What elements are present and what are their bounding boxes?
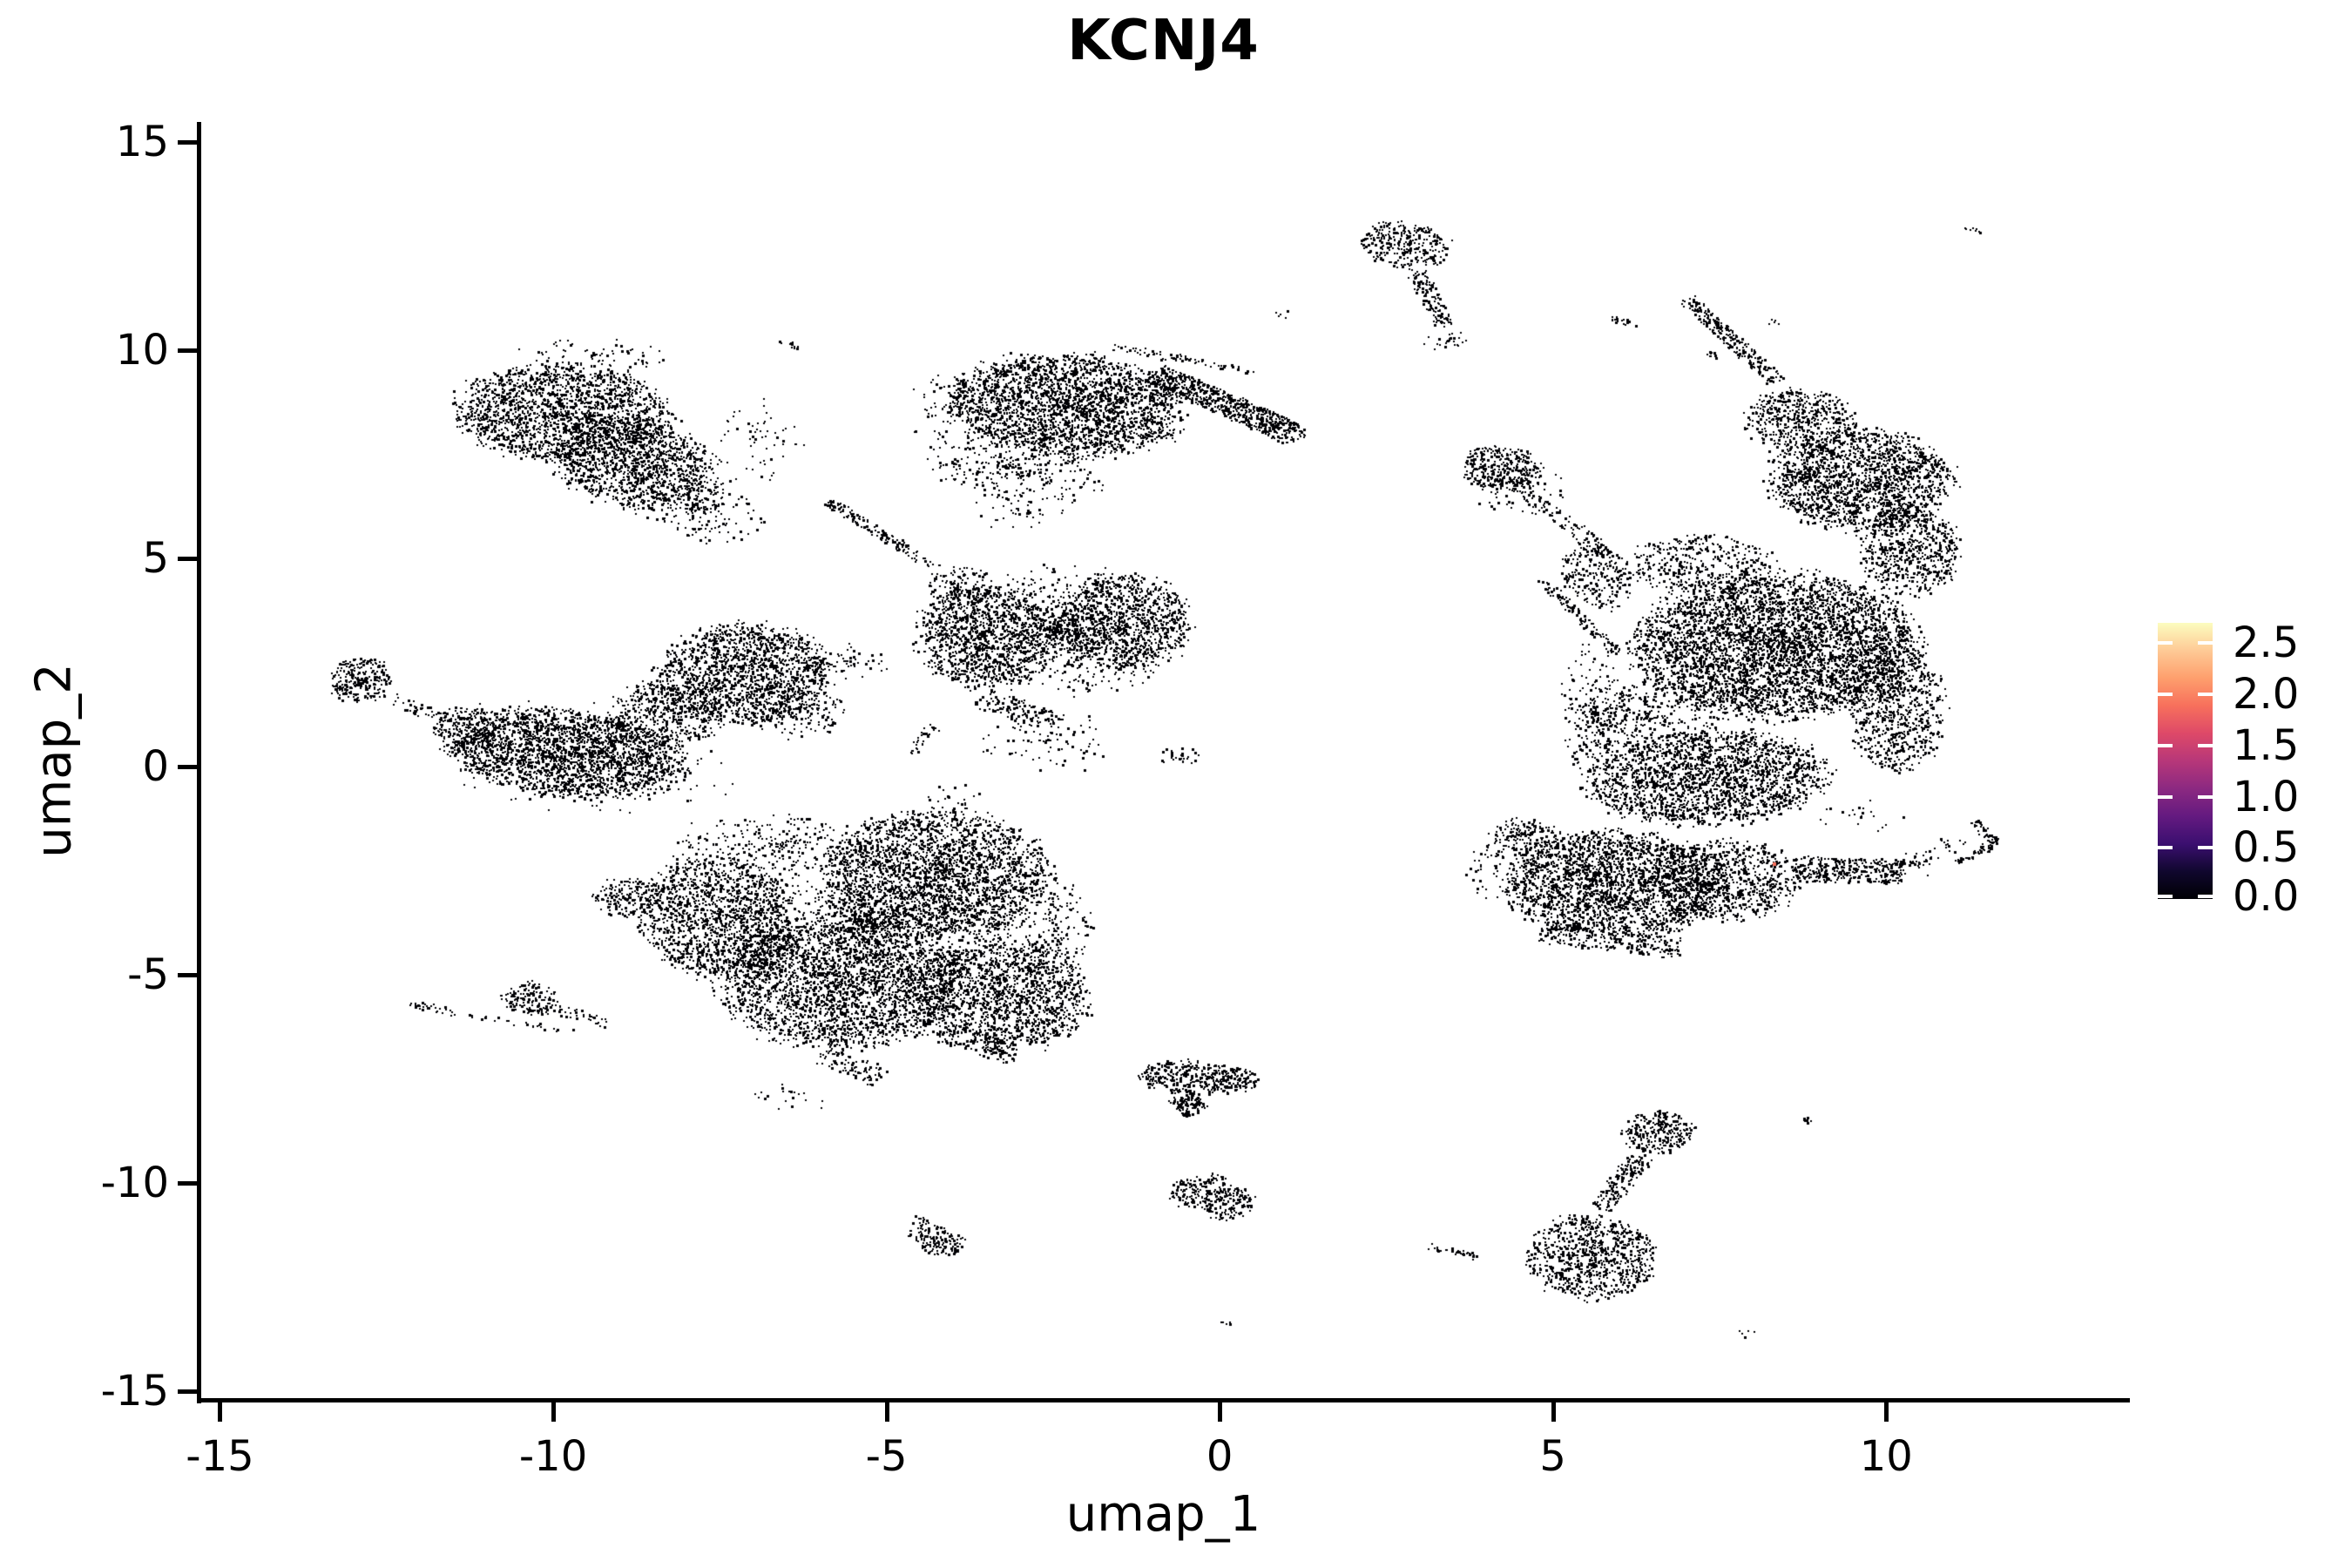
x-tick-mark [1218,1401,1223,1422]
y-tick-mark [178,764,199,769]
y-tick-label: 10 [115,325,169,375]
x-tick-mark [1884,1401,1889,1422]
y-tick-label: 0 [142,741,169,791]
y-tick-mark [178,1389,199,1394]
colorbar-tick-mark [2158,693,2173,697]
colorbar-tick-label: 0.5 [2233,823,2300,873]
y-axis-title: umap_2 [25,663,83,858]
x-axis-title: umap_1 [1065,1486,1261,1543]
y-tick-label: 15 [115,117,169,166]
x-tick-mark [551,1401,557,1422]
colorbar-tick-mark [2158,641,2173,645]
x-tick-mark [884,1401,889,1422]
colorbar-tick-mark [2158,895,2173,898]
colorbar-tick-mark [2198,743,2213,747]
plot-area [199,122,2128,1400]
x-tick-mark [218,1401,223,1422]
colorbar-tick-label: 2.5 [2233,618,2300,668]
colorbar-tick-label: 2.0 [2233,670,2300,720]
colorbar-tick-mark [2198,641,2213,645]
colorbar-tick-label: 1.0 [2233,772,2300,821]
y-axis-line [197,122,201,1403]
x-tick-mark [1551,1401,1556,1422]
y-tick-mark [178,1180,199,1186]
colorbar-tick-mark [2198,846,2213,850]
x-tick-label: -10 [518,1432,588,1481]
x-axis-line [197,1398,2130,1402]
y-tick-label: -15 [100,1366,169,1416]
plot-title: KCNJ4 [1067,9,1260,73]
y-tick-label: -5 [127,950,169,999]
colorbar-tick-label: 0.0 [2233,872,2300,921]
x-tick-label: 5 [1539,1432,1566,1481]
y-tick-mark [178,556,199,561]
y-tick-mark [178,348,199,353]
x-tick-label: -15 [186,1432,254,1481]
y-tick-mark [178,972,199,977]
colorbar-tick-mark [2158,846,2173,850]
colorbar-tick-label: 1.5 [2233,720,2300,770]
y-tick-label: 5 [142,533,169,583]
colorbar-tick-mark [2198,895,2213,898]
y-tick-mark [178,139,199,145]
x-tick-label: 10 [1859,1432,1913,1481]
y-tick-label: -10 [100,1158,169,1207]
x-tick-label: 0 [1206,1432,1233,1481]
colorbar-tick-mark [2158,743,2173,747]
x-tick-label: -5 [865,1432,908,1481]
umap-scatter-canvas [199,122,2128,1400]
colorbar-tick-mark [2198,693,2213,697]
colorbar-tick-mark [2158,794,2173,799]
colorbar-tick-mark [2198,794,2213,799]
colorbar-gradient [2158,623,2213,899]
